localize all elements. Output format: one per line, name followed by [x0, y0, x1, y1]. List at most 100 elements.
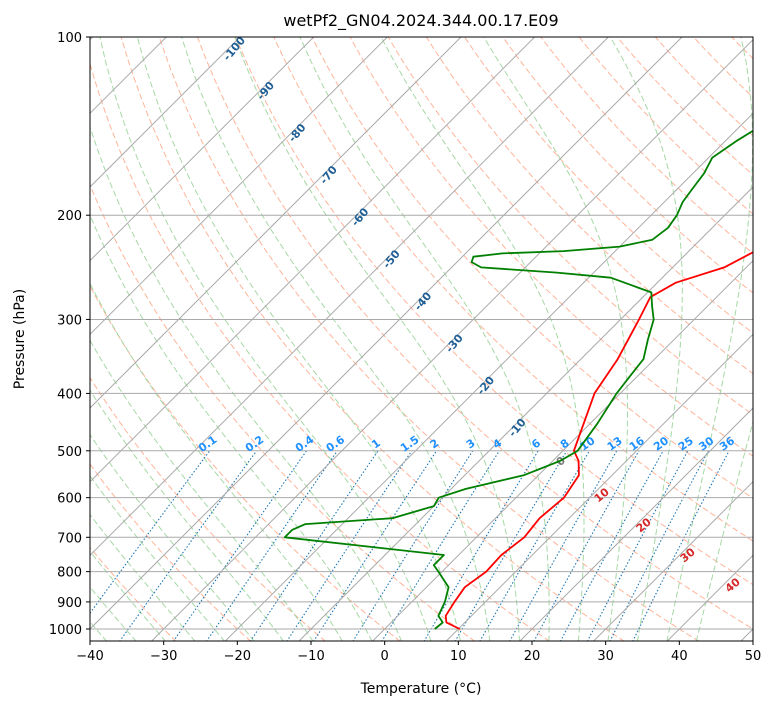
moist-adiabat-line — [90, 282, 343, 641]
x-tick-label: 0 — [381, 649, 389, 664]
x-tick-label: 10 — [450, 649, 467, 664]
moist-adiabat-line — [136, 37, 461, 641]
isopleth-temp-label: -80 — [286, 121, 309, 145]
x-tick-label: 20 — [524, 649, 541, 664]
dry-adiabat-line — [578, 37, 753, 215]
x-tick-label: 40 — [671, 649, 688, 664]
moist-adiabat-line — [380, 37, 585, 641]
dry-adiabat-line — [120, 37, 625, 641]
dry-adiabat-line — [158, 37, 700, 641]
y-tick-label: 800 — [57, 566, 82, 581]
dry-adiabat-line — [235, 37, 753, 586]
mixing-ratio-line — [119, 450, 258, 641]
y-tick-label: 1000 — [49, 623, 82, 638]
dry-adiabat-line — [502, 37, 753, 294]
dry-adiabat-line — [90, 463, 252, 641]
y-tick-label: 900 — [57, 596, 82, 611]
mixing-ratio-label: 2 — [428, 436, 442, 451]
moist-adiabat-line — [90, 213, 373, 641]
mixing-ratio-lines — [90, 450, 730, 641]
moist-adiabat-label: 40 — [723, 575, 743, 595]
pressure-gridlines — [90, 37, 753, 630]
dry-adiabat-line — [655, 37, 753, 137]
y-axis-ticks: 100 200 300 400 500 600 700 800 900 1000 — [49, 31, 90, 638]
x-tick-label: −30 — [150, 649, 177, 664]
isotherm-line — [150, 38, 753, 641]
moist-adiabat-line — [666, 37, 753, 641]
y-tick-label: 500 — [57, 445, 82, 460]
moist-adiabat-line — [483, 37, 628, 641]
mixing-ratio-line — [479, 450, 590, 641]
x-tick-label: −10 — [297, 649, 324, 664]
x-tick-label: 50 — [745, 649, 762, 664]
mixing-ratio-line — [533, 450, 640, 641]
mixing-ratio-line — [632, 450, 730, 641]
isotherm-line — [90, 37, 536, 483]
dewpoint-line — [283, 129, 753, 630]
y-tick-label: 700 — [57, 531, 82, 546]
isopleth-temp-label: -70 — [317, 163, 340, 187]
dry-adiabat-line — [90, 183, 476, 641]
y-tick-label: 300 — [57, 313, 82, 328]
dry-adiabat-line — [90, 376, 326, 641]
moist-adiabats — [90, 37, 753, 641]
isopleth-temp-label: -30 — [443, 331, 466, 355]
dry-adiabat-line — [770, 37, 775, 642]
mixing-ratio-line — [286, 450, 413, 641]
mixing-ratio-line — [172, 450, 308, 641]
mixing-ratio-line — [609, 450, 709, 641]
isotherm-line — [90, 37, 462, 409]
moist-adiabat-line — [90, 513, 196, 641]
isotherm-line — [445, 333, 753, 641]
moist-adiabat-label: 20 — [634, 515, 654, 535]
moist-adiabat-line — [90, 433, 255, 641]
mixing-ratio-line — [313, 450, 438, 641]
temperature-line — [444, 251, 753, 630]
dry-adiabat-line — [90, 61, 550, 641]
isotherm-line — [90, 37, 683, 630]
isopleth-temp-label: -40 — [412, 289, 435, 313]
dry-adiabat-line — [540, 37, 753, 254]
moist-adiabat-label: 30 — [678, 545, 698, 565]
dry-adiabat-line — [90, 285, 401, 641]
mixing-ratio-line — [381, 450, 500, 641]
isotherm-line — [740, 628, 753, 641]
moist-adiabat-line — [90, 339, 314, 641]
isopleth-temp-label: -60 — [349, 205, 372, 229]
moist-adiabat-line — [90, 550, 167, 641]
plot-frame — [89, 36, 754, 642]
dry-adiabat-line — [311, 37, 753, 499]
moist-adiabat-line — [90, 586, 137, 641]
moist-adiabat-line — [90, 125, 402, 641]
x-axis-ticks: −40 −30 −20 −10 0 10 20 30 40 50 — [76, 641, 761, 664]
mixing-ratio-label: 0.1 — [196, 433, 219, 455]
x-tick-label: 30 — [597, 649, 614, 664]
isotherm-line — [224, 112, 753, 641]
dry-adiabats — [90, 37, 775, 642]
mixing-ratio-label: 0.6 — [324, 433, 348, 455]
isotherm-line — [519, 407, 753, 641]
sounding-series — [283, 129, 753, 630]
y-tick-label: 600 — [57, 492, 82, 507]
isotherm-line — [90, 37, 388, 336]
dry-adiabat-line — [197, 37, 753, 630]
moist-adiabat-line — [99, 37, 432, 641]
mixing-ratio-line — [90, 450, 211, 615]
x-tick-label: −40 — [76, 649, 103, 664]
isotherm-line — [90, 37, 315, 262]
dry-adiabat-line — [616, 37, 753, 176]
isotherm-line — [90, 37, 609, 557]
moist-adiabat-line — [234, 37, 520, 641]
dry-adiabat-line — [425, 37, 753, 375]
mixing-ratio-label: 0.2 — [243, 433, 266, 455]
x-tick-label: −20 — [224, 649, 251, 664]
mixing-ratio-line — [352, 450, 474, 641]
moist-adiabat-line — [609, 37, 683, 641]
isotherms — [90, 37, 753, 641]
moist-adiabat-line — [90, 475, 226, 641]
isotherm-line — [592, 480, 753, 641]
y-tick-label: 400 — [57, 387, 82, 402]
mixing-ratio-line — [454, 450, 568, 641]
chart-title: wetPf2_GN04.2024.344.00.17.E09 — [283, 11, 558, 31]
